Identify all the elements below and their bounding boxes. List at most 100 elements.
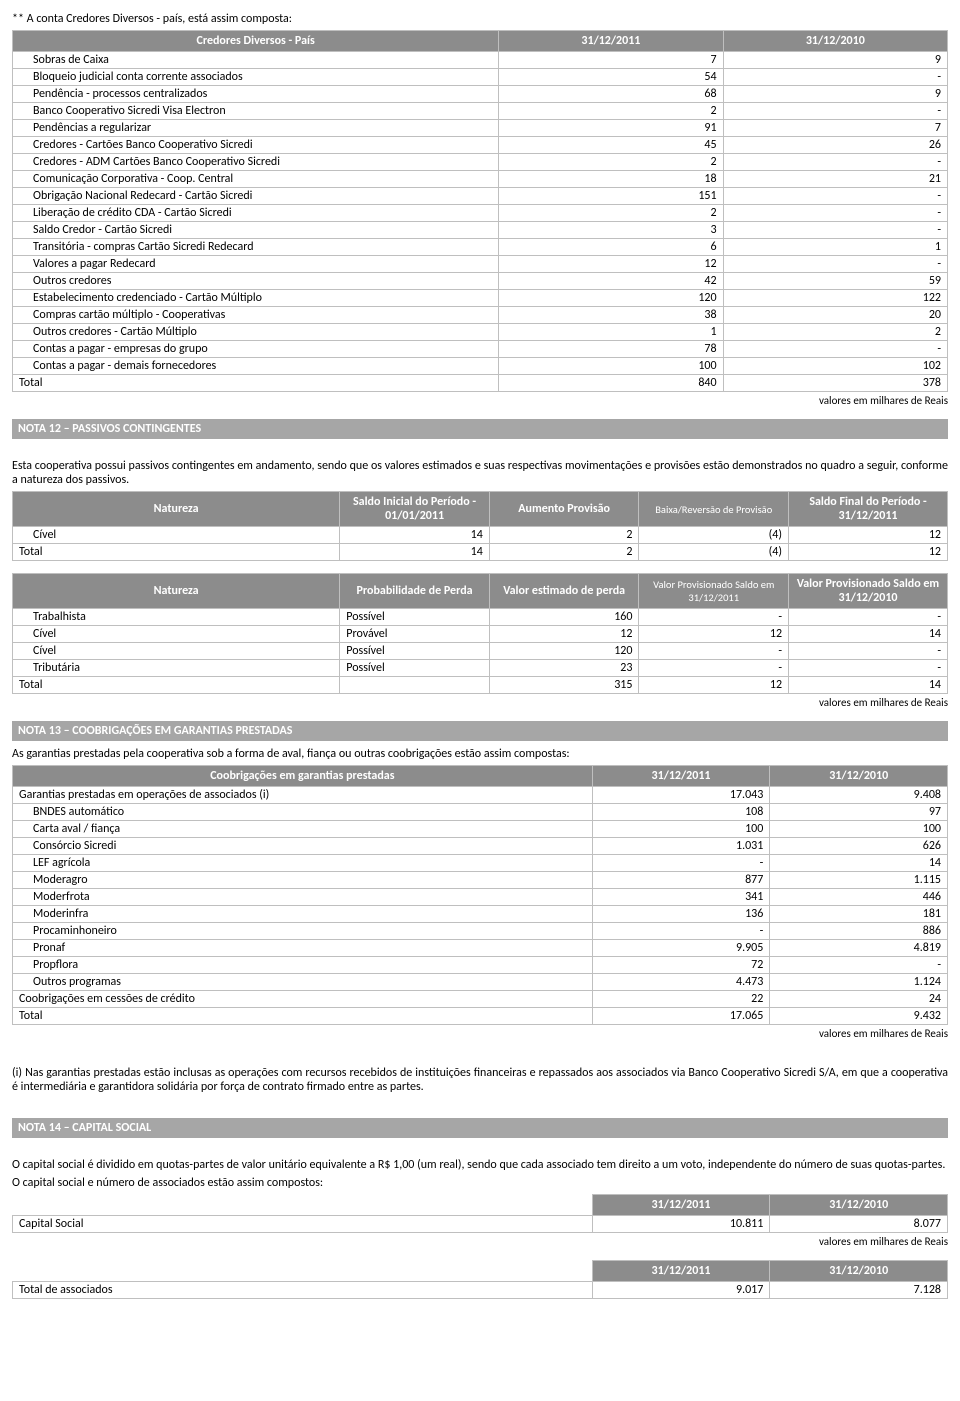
nota13-text: As garantias prestadas pela cooperativa … — [12, 747, 948, 761]
table-cell: Credores - Cartões Banco Cooperativo Sic… — [13, 137, 499, 154]
table-cell: 17.043 — [592, 787, 770, 804]
table-cell: Outros credores — [13, 273, 499, 290]
th: Natureza — [13, 574, 340, 609]
table-cell: 14 — [770, 855, 948, 872]
table-cell: Capital Social — [13, 1216, 593, 1233]
table-cell: 7.128 — [770, 1282, 948, 1299]
table-cell: 59 — [723, 273, 947, 290]
table-cell: Consórcio Sicredi — [13, 838, 593, 855]
th: Probabilidade de Perda — [340, 574, 490, 609]
table-cell: Comunicação Corporativa - Coop. Central — [13, 171, 499, 188]
table-cell: 24 — [770, 991, 948, 1008]
table-cell: 136 — [592, 906, 770, 923]
table-cell: LEF agrícola — [13, 855, 593, 872]
table-cell: Trabalhista — [13, 609, 340, 626]
nota12-bar: NOTA 12 – PASSIVOS CONTINGENTES — [12, 419, 948, 439]
table-cell: Cível — [13, 643, 340, 660]
table-cell: Outros programas — [13, 974, 593, 991]
th: 31/12/2011 — [592, 766, 770, 787]
table-cell: 12 — [489, 626, 639, 643]
table-cell: Bloqueio judicial conta corrente associa… — [13, 69, 499, 86]
table-cell: 12 — [499, 256, 723, 273]
table-cell: 120 — [499, 290, 723, 307]
th: 31/12/2010 — [770, 1195, 948, 1216]
table-cell: 45 — [499, 137, 723, 154]
table-cell: - — [592, 923, 770, 940]
associados-table: 31/12/2011 31/12/2010 Total de associado… — [12, 1260, 948, 1299]
table-cell: 341 — [592, 889, 770, 906]
table-cell: 102 — [723, 358, 947, 375]
table-cell: 7 — [499, 52, 723, 69]
table-cell: 12 — [789, 544, 948, 561]
table-cell: 120 — [489, 643, 639, 660]
table-cell: 3 — [499, 222, 723, 239]
table-cell: 122 — [723, 290, 947, 307]
table-cell: Garantias prestadas em operações de asso… — [13, 787, 593, 804]
table-cell: 14 — [340, 544, 490, 561]
nota14-text2: O capital social e número de associados … — [12, 1176, 948, 1190]
table-cell: 91 — [499, 120, 723, 137]
nota14-bar: NOTA 14 – CAPITAL SOCIAL — [12, 1118, 948, 1138]
table-cell: 1 — [723, 239, 947, 256]
table-cell: 4.819 — [770, 940, 948, 957]
table-cell: - — [723, 103, 947, 120]
table-cell: - — [723, 69, 947, 86]
table-cell: Moderagro — [13, 872, 593, 889]
credores-table: Credores Diversos - País 31/12/2011 31/1… — [12, 30, 948, 392]
table-cell: 100 — [592, 821, 770, 838]
table-cell: Contas a pagar - empresas do grupo — [13, 341, 499, 358]
th: 31/12/2010 — [723, 31, 947, 52]
table-cell: 72 — [592, 957, 770, 974]
nota12-text: Esta cooperativa possui passivos conting… — [12, 459, 948, 487]
th: Coobrigações em garantias prestadas — [13, 766, 593, 787]
table-cell: 100 — [499, 358, 723, 375]
th: Aumento Provisão — [489, 492, 639, 527]
th: 31/12/2010 — [770, 766, 948, 787]
table-cell: 9 — [723, 86, 947, 103]
th: Valor estimado de perda — [489, 574, 639, 609]
table-cell: 4.473 — [592, 974, 770, 991]
table-cell: Cível — [13, 527, 340, 544]
th: 31/12/2010 — [770, 1261, 948, 1282]
table-cell: Pendências a regularizar — [13, 120, 499, 137]
th: 31/12/2011 — [592, 1195, 770, 1216]
table-cell: - — [789, 660, 948, 677]
table-cell: (4) — [639, 544, 789, 561]
table-cell: - — [789, 643, 948, 660]
table-cell: Carta aval / fiança — [13, 821, 593, 838]
table-cell: - — [639, 643, 789, 660]
table-cell: - — [723, 256, 947, 273]
table-cell: 68 — [499, 86, 723, 103]
table-cell: 1 — [499, 324, 723, 341]
table-cell: Transitória - compras Cartão Sicredi Red… — [13, 239, 499, 256]
table-cell: Estabelecimento credenciado - Cartão Múl… — [13, 290, 499, 307]
table-cell: Contas a pagar - demais fornecedores — [13, 358, 499, 375]
nota14-text1: O capital social é dividido em quotas-pa… — [12, 1158, 948, 1172]
perda-table: Natureza Probabilidade de Perda Valor es… — [12, 573, 948, 694]
table-cell: Total — [13, 1008, 593, 1025]
table-cell: - — [723, 341, 947, 358]
table-cell: 9.905 — [592, 940, 770, 957]
caption: valores em milhares de Reais — [12, 1027, 948, 1040]
table-cell: 446 — [770, 889, 948, 906]
table-cell: Coobrigações em cessões de crédito — [13, 991, 593, 1008]
nota13-foot: (i) Nas garantias prestadas estão inclus… — [12, 1066, 948, 1094]
table-cell: 378 — [723, 375, 947, 392]
table-cell: 42 — [499, 273, 723, 290]
table-cell: - — [723, 154, 947, 171]
table-cell: Tributária — [13, 660, 340, 677]
table-cell: Valores a pagar Redecard — [13, 256, 499, 273]
intro-text: ** A conta Credores Diversos - país, est… — [12, 12, 948, 26]
th: Valor Provisionado Saldo em 31/12/2011 — [639, 574, 789, 609]
table-cell: 12 — [639, 626, 789, 643]
table-cell: Moderinfra — [13, 906, 593, 923]
table-cell: - — [723, 188, 947, 205]
table-cell: 1.124 — [770, 974, 948, 991]
table-cell: 2 — [723, 324, 947, 341]
table-cell: - — [789, 609, 948, 626]
table-cell: Sobras de Caixa — [13, 52, 499, 69]
th: 31/12/2011 — [592, 1261, 770, 1282]
table-cell: Saldo Credor - Cartão Sicredi — [13, 222, 499, 239]
nota13-bar: NOTA 13 – COOBRIGAÇÕES EM GARANTIAS PRES… — [12, 721, 948, 741]
table-cell: 840 — [499, 375, 723, 392]
